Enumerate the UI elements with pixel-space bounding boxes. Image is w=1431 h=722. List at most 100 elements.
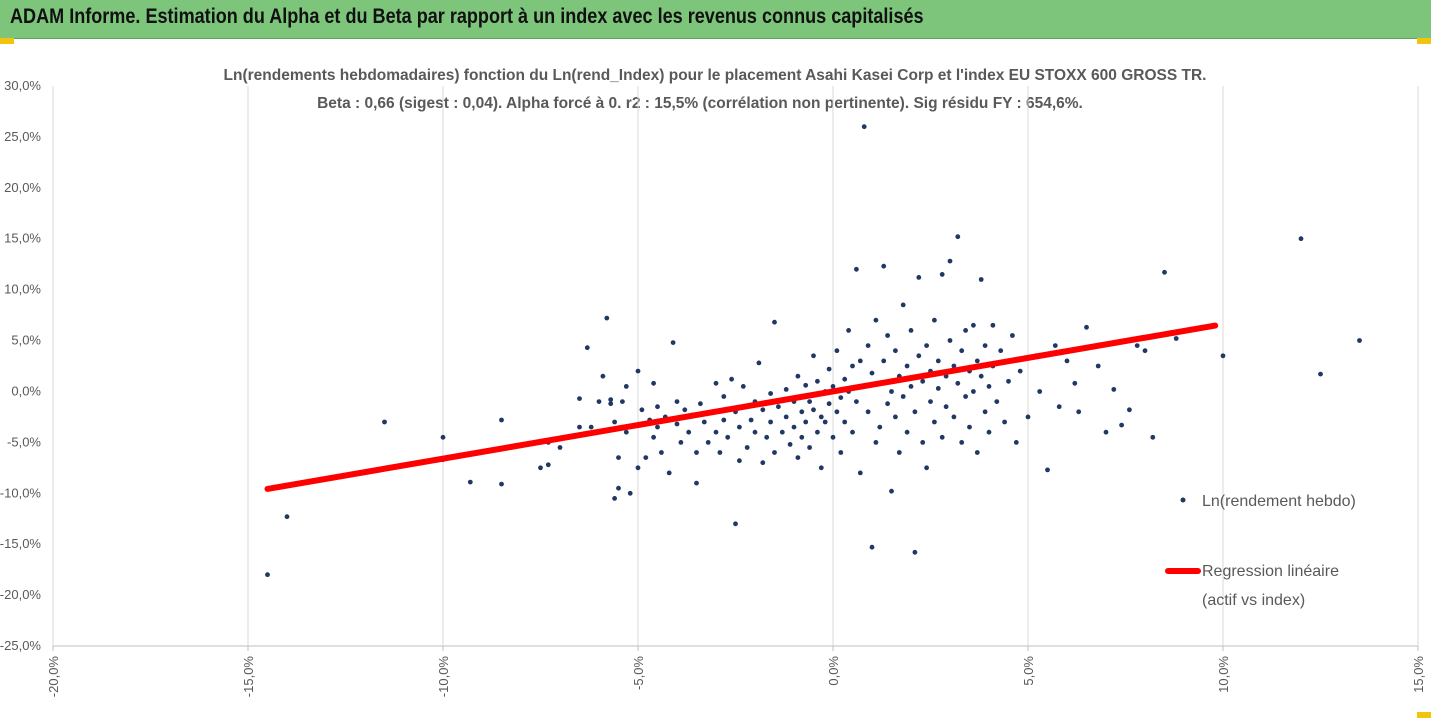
- y-tick-label: 0,0%: [11, 383, 41, 398]
- scatter-point: [670, 340, 676, 345]
- scatter-point: [935, 386, 941, 391]
- chart-title: Ln(rendements hebdomadaires) fonction du…: [224, 67, 1207, 84]
- scatter-point: [994, 399, 1000, 404]
- scatter-point: [795, 455, 801, 460]
- scatter-point: [674, 421, 680, 427]
- scatter-point: [881, 263, 887, 269]
- scatter-point: [643, 455, 649, 460]
- scatter-point: [694, 450, 699, 455]
- scatter-point: [1119, 422, 1124, 428]
- scatter-point: [811, 353, 816, 359]
- scatter-point: [861, 124, 867, 130]
- scatter-point: [857, 358, 863, 364]
- scatter-point: [674, 399, 680, 404]
- scatter-point: [959, 440, 965, 445]
- scatter-point: [818, 414, 824, 420]
- legend-line-label-2: (actif vs index): [1202, 592, 1305, 609]
- y-tick-label: 25,0%: [4, 129, 41, 144]
- corner-mark-left: [0, 38, 14, 44]
- scatter-point: [1134, 343, 1140, 348]
- scatter-point: [932, 317, 937, 323]
- scatter-point: [854, 266, 859, 272]
- scatter-point: [678, 440, 684, 445]
- scatter-point: [869, 544, 875, 550]
- scatter-point: [889, 389, 894, 394]
- scatter-point: [1103, 429, 1109, 435]
- scatter-point: [998, 348, 1004, 354]
- scatter-point: [982, 343, 988, 348]
- scatter-point: [1127, 407, 1132, 413]
- gridlines: [52, 86, 1419, 646]
- scatter-point: [577, 424, 582, 430]
- scatter-point: [826, 366, 832, 372]
- scatter-point: [655, 424, 660, 430]
- scatter-point: [873, 317, 879, 323]
- scatter-point: [900, 302, 906, 308]
- y-tick-label: -25,0%: [0, 638, 41, 653]
- scatter-point: [1064, 358, 1070, 364]
- scatter-point: [740, 384, 746, 389]
- scatter-point: [760, 407, 766, 413]
- scatter-point: [713, 380, 719, 386]
- x-tick-label: -20,0%: [46, 656, 61, 698]
- scatter-point: [600, 373, 606, 379]
- scatter-point: [873, 440, 879, 445]
- scatter-point: [616, 455, 621, 460]
- scatter-point: [924, 465, 929, 471]
- scatter-point: [1357, 338, 1362, 343]
- scatter-point: [943, 404, 949, 410]
- scatter-point: [1013, 440, 1019, 445]
- scatter-point: [635, 368, 641, 374]
- scatter-point: [896, 450, 902, 455]
- scatter-point: [971, 322, 976, 328]
- scatter-point: [635, 465, 641, 471]
- scatter-point: [655, 404, 660, 410]
- scatter-point: [1162, 269, 1167, 275]
- y-tick-label: -10,0%: [0, 485, 41, 500]
- scatter-point: [604, 315, 610, 321]
- scatter-point: [978, 277, 984, 282]
- scatter-point: [838, 395, 844, 400]
- scatter-point: [928, 399, 933, 404]
- scatter-point: [791, 424, 797, 430]
- scatter-point: [1150, 434, 1156, 440]
- scatter-point: [807, 399, 812, 404]
- scatter-point: [659, 450, 664, 455]
- scatter-point: [623, 384, 629, 389]
- regression-line: [264, 322, 1219, 492]
- scatter-point: [920, 378, 926, 384]
- y-tick-label: 15,0%: [4, 231, 41, 246]
- scatter-point: [889, 488, 894, 494]
- report-title: ADAM Informe. Estimation du Alpha et du …: [10, 5, 924, 28]
- scatter-point: [1056, 404, 1062, 410]
- scatter-point: [865, 343, 871, 348]
- x-tick-label: -5,0%: [631, 656, 646, 690]
- x-tick-label: 15,0%: [1411, 656, 1426, 693]
- scatter-point: [815, 429, 820, 435]
- scatter-point: [616, 485, 621, 491]
- scatter-point: [1010, 333, 1015, 338]
- scatter-point: [967, 424, 972, 430]
- scatter-point: [932, 419, 937, 425]
- scatter-point: [818, 465, 824, 471]
- scatter-point: [908, 384, 914, 389]
- scatter-point: [807, 445, 812, 450]
- y-tick-label: -15,0%: [0, 536, 41, 551]
- scatter-point: [783, 414, 789, 420]
- scatter-point: [698, 401, 703, 407]
- y-tick-label: 20,0%: [4, 180, 41, 195]
- regression-line-group: [264, 322, 1219, 492]
- scatter-point: [838, 450, 844, 455]
- scatter-point: [596, 399, 602, 404]
- scatter-point: [1298, 236, 1304, 242]
- legend-line-label: Regression linéaire: [1202, 563, 1339, 580]
- scatter-point: [924, 343, 929, 348]
- scatter-point: [748, 417, 754, 423]
- scatter-point: [877, 424, 883, 430]
- scatter-point: [760, 460, 766, 466]
- scatter-point: [974, 358, 980, 364]
- scatter-point: [834, 409, 840, 415]
- scatter-point: [1006, 378, 1011, 384]
- scatter-point: [822, 419, 828, 425]
- scatter-point: [756, 360, 762, 366]
